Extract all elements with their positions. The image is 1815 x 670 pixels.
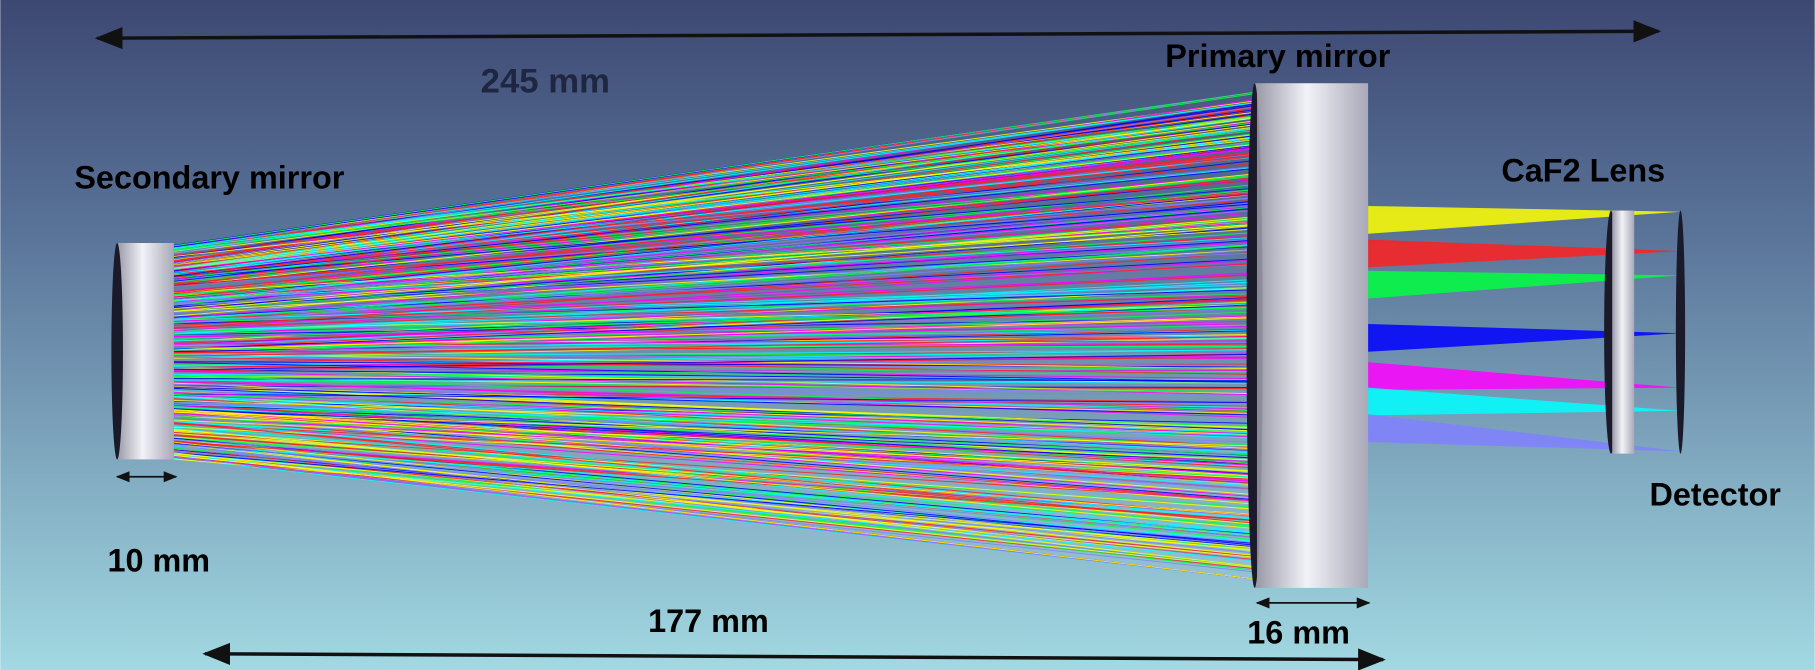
component-label: Secondary mirror	[74, 160, 344, 196]
secondary-face	[111, 243, 123, 459]
component-label: Detector	[1649, 477, 1781, 513]
primary-shade	[1257, 83, 1368, 588]
lens-body	[1612, 211, 1634, 454]
detector	[1676, 211, 1685, 454]
primary-mirror	[1247, 83, 1369, 588]
dimension-label: 177 mm	[648, 603, 769, 639]
component-label: CaF2 Lens	[1501, 153, 1665, 189]
component-label: Primary mirror	[1165, 38, 1390, 74]
dimension-label: 10 mm	[107, 543, 210, 579]
caf2-lens	[1604, 211, 1634, 454]
page: Primary mirror Secondary mirror CaF2 Len…	[0, 0, 1815, 670]
secondary-body	[117, 243, 174, 459]
dimension-label: 245 mm	[481, 63, 610, 101]
secondary-mirror	[111, 243, 173, 459]
dimension-label: 16 mm	[1247, 614, 1350, 650]
ray-trace-diagram: Primary mirror Secondary mirror CaF2 Len…	[0, 0, 1815, 670]
